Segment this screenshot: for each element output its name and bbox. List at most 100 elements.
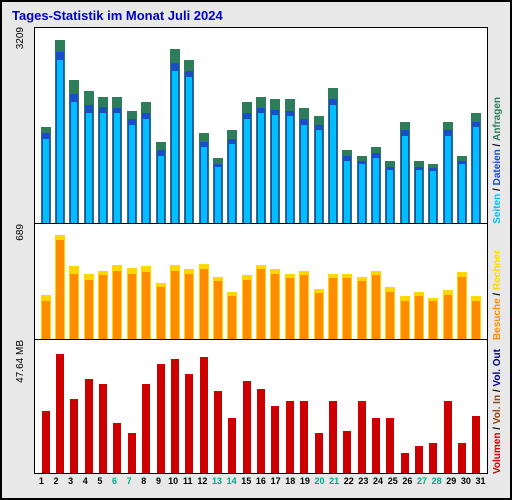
bar-volumen	[56, 354, 64, 473]
bar-besuche	[171, 271, 179, 339]
day-group	[341, 32, 354, 223]
legend-separator: /	[492, 290, 503, 298]
day-group	[211, 32, 224, 223]
legend-cell-mid: Besuche / Rechner	[488, 224, 506, 340]
bar-volumen	[358, 401, 366, 473]
bar-besuche	[286, 278, 294, 339]
day-group	[369, 32, 382, 223]
bar-volumen	[372, 418, 380, 473]
bar-besuche	[113, 271, 121, 339]
bar-besuche	[243, 280, 251, 339]
day-group	[312, 32, 325, 223]
legend-cell-bot: Volumen / Vol. In / Vol. Out	[488, 340, 506, 474]
bar-seiten	[129, 125, 135, 223]
yaxis-cell-bot: 47.64 MB	[6, 340, 34, 474]
legend-stack-mid: Besuche / Rechner	[492, 248, 503, 340]
day-group	[154, 344, 167, 473]
panel-top	[35, 28, 487, 224]
panel-bot	[35, 340, 487, 474]
day-group	[455, 228, 468, 339]
bar-seiten	[201, 147, 207, 223]
day-group	[197, 344, 210, 473]
yaxis-column: 320968947.64 MB	[6, 27, 34, 474]
day-group	[297, 344, 310, 473]
legend-item: Vol. Out	[492, 349, 503, 387]
bar-seiten	[316, 130, 322, 223]
bar-seiten	[100, 113, 106, 222]
bar-seiten	[473, 127, 479, 222]
bar-volumen	[157, 364, 165, 473]
bar-seiten	[387, 170, 393, 223]
legend-column: Seiten / Dateien / Anfragen Besuche / Rec…	[488, 27, 506, 474]
day-group	[96, 32, 109, 223]
bar-besuche	[56, 240, 64, 339]
bar-seiten	[430, 171, 436, 223]
day-group	[312, 228, 325, 339]
xaxis-day-label: 26	[400, 476, 415, 498]
day-group	[269, 32, 282, 223]
day-group	[168, 32, 181, 223]
bar-volumen	[286, 401, 294, 473]
day-group	[297, 228, 310, 339]
day-group	[111, 32, 124, 223]
bar-volumen	[271, 406, 279, 473]
bar-volumen	[200, 357, 208, 474]
bar-seiten	[229, 144, 235, 223]
bar-besuche	[214, 281, 222, 339]
bar-seiten	[301, 125, 307, 223]
bar-besuche	[85, 280, 93, 339]
bar-besuche	[157, 287, 165, 339]
day-group	[455, 32, 468, 223]
day-group	[355, 228, 368, 339]
bar-volumen	[214, 391, 222, 473]
xaxis-day-label: 4	[78, 476, 93, 498]
xaxis-day-label: 21	[327, 476, 342, 498]
bar-volumen	[243, 381, 251, 473]
bar-seiten	[43, 139, 49, 223]
bar-besuche	[472, 301, 480, 340]
legend-item: Dateien	[492, 149, 503, 185]
day-group	[240, 32, 253, 223]
bar-volumen	[429, 443, 437, 473]
xaxis-day-label: 5	[93, 476, 108, 498]
day-group	[154, 32, 167, 223]
bar-volumen	[228, 418, 236, 473]
panel-inner-bot	[39, 344, 483, 473]
day-group	[211, 228, 224, 339]
bar-besuche	[300, 275, 308, 339]
bar-volumen	[85, 379, 93, 473]
bar-seiten	[344, 161, 350, 223]
bar-seiten	[114, 113, 120, 222]
bar-volumen	[315, 433, 323, 473]
bar-besuche	[42, 301, 50, 340]
xaxis-day-label: 6	[107, 476, 122, 498]
bar-besuche	[200, 269, 208, 339]
day-group	[326, 344, 339, 473]
chart-title: Tages-Statistik im Monat Juli 2024	[2, 2, 510, 27]
day-group	[39, 344, 52, 473]
legend-item: Rechner	[492, 250, 503, 290]
plot-column	[34, 27, 488, 474]
bar-besuche	[458, 277, 466, 339]
legend-stack-top: Seiten / Dateien / Anfragen	[492, 95, 503, 224]
day-group	[96, 344, 109, 473]
day-group	[183, 344, 196, 473]
bar-volumen	[99, 384, 107, 473]
xaxis-day-label: 8	[136, 476, 151, 498]
bar-volumen	[458, 443, 466, 473]
day-group	[53, 344, 66, 473]
legend-separator: /	[492, 185, 503, 193]
day-group	[398, 344, 411, 473]
day-group	[254, 344, 267, 473]
yaxis-label-mid: 689	[15, 224, 26, 245]
day-group	[398, 32, 411, 223]
bar-besuche	[99, 275, 107, 339]
bar-volumen	[171, 359, 179, 473]
bar-besuche	[271, 274, 279, 339]
bar-seiten	[330, 105, 336, 223]
day-group	[369, 228, 382, 339]
bar-volumen	[70, 399, 78, 473]
day-group	[39, 32, 52, 223]
legend-item: Besuche	[492, 298, 503, 340]
day-group	[254, 32, 267, 223]
